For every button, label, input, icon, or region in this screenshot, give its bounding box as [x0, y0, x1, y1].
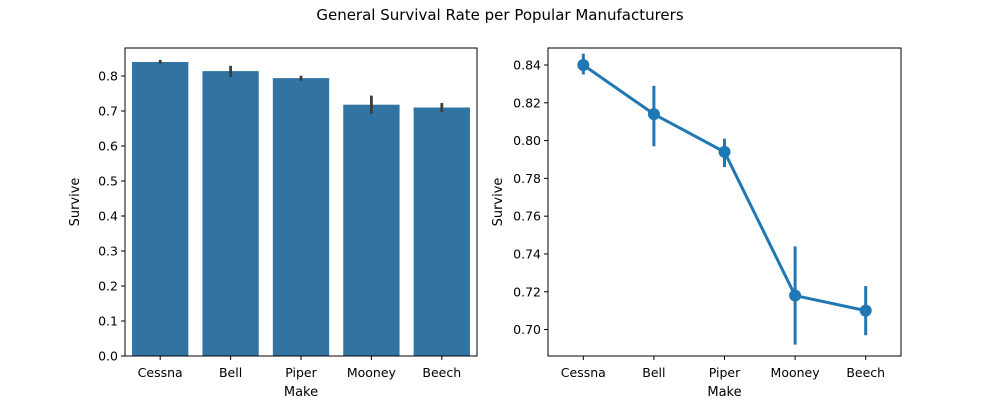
y-axis-label: Survive: [68, 178, 83, 227]
bar: [132, 62, 189, 356]
x-tick-label: Cessna: [138, 365, 183, 380]
x-tick-label: Bell: [642, 365, 665, 380]
y-tick-label: 0.0: [98, 349, 118, 364]
y-tick-label: 0.72: [513, 284, 541, 299]
bar: [343, 104, 400, 356]
data-point: [718, 145, 731, 158]
data-point: [789, 289, 802, 302]
x-tick-label: Bell: [219, 365, 242, 380]
y-tick-label: 0.1: [98, 314, 118, 329]
axes-frame: [124, 47, 478, 357]
x-tick-label: Beech: [846, 365, 885, 380]
x-axis-label: Make: [284, 385, 318, 400]
bar: [413, 107, 470, 356]
y-tick-label: 0.6: [98, 139, 118, 154]
x-axis-label: Make: [707, 385, 741, 400]
x-tick-label: Mooney: [771, 365, 821, 380]
x-tick-label: Beech: [422, 365, 461, 380]
y-tick-label: 0.8: [98, 69, 118, 84]
y-tick-label: 0.78: [513, 171, 541, 186]
x-tick-label: Mooney: [347, 365, 397, 380]
y-tick-label: 0.70: [513, 322, 541, 337]
x-tick-label: Piper: [709, 365, 741, 380]
y-tick-label: 0.76: [513, 209, 541, 224]
data-point: [647, 108, 660, 121]
y-tick-label: 0.4: [98, 209, 118, 224]
y-tick-label: 0.74: [513, 246, 541, 261]
y-tick-label: 0.82: [513, 95, 541, 110]
y-tick-label: 0.5: [98, 174, 118, 189]
y-tick-label: 0.2: [98, 279, 118, 294]
bar-chart-axes: 0.0 0.1 0.2 0.3 0.4 0.5 0.6 0.7 0.8 Cessna Bell Pip…: [68, 47, 478, 400]
data-point: [577, 59, 590, 72]
y-tick-label: 0.3: [98, 244, 118, 259]
x-tick-label: Piper: [285, 365, 317, 380]
x-tick-label: Cessna: [561, 365, 606, 380]
y-axis-label: Survive: [491, 178, 506, 227]
data-point: [859, 304, 872, 317]
bar: [202, 71, 259, 356]
axes-frame: [547, 47, 902, 357]
y-tick-label: 0.7: [98, 104, 118, 119]
y-tick-label: 0.80: [513, 133, 541, 148]
bar: [272, 78, 330, 356]
series-line: [582, 63, 867, 313]
figure-title: General Survival Rate per Popular Manufa…: [316, 6, 683, 24]
point-chart-axes: 0.70 0.72 0.74 0.76 0.78 0.80 0.82 0.84 Cessna Be…: [491, 47, 902, 400]
y-tick-label: 0.84: [513, 58, 541, 73]
